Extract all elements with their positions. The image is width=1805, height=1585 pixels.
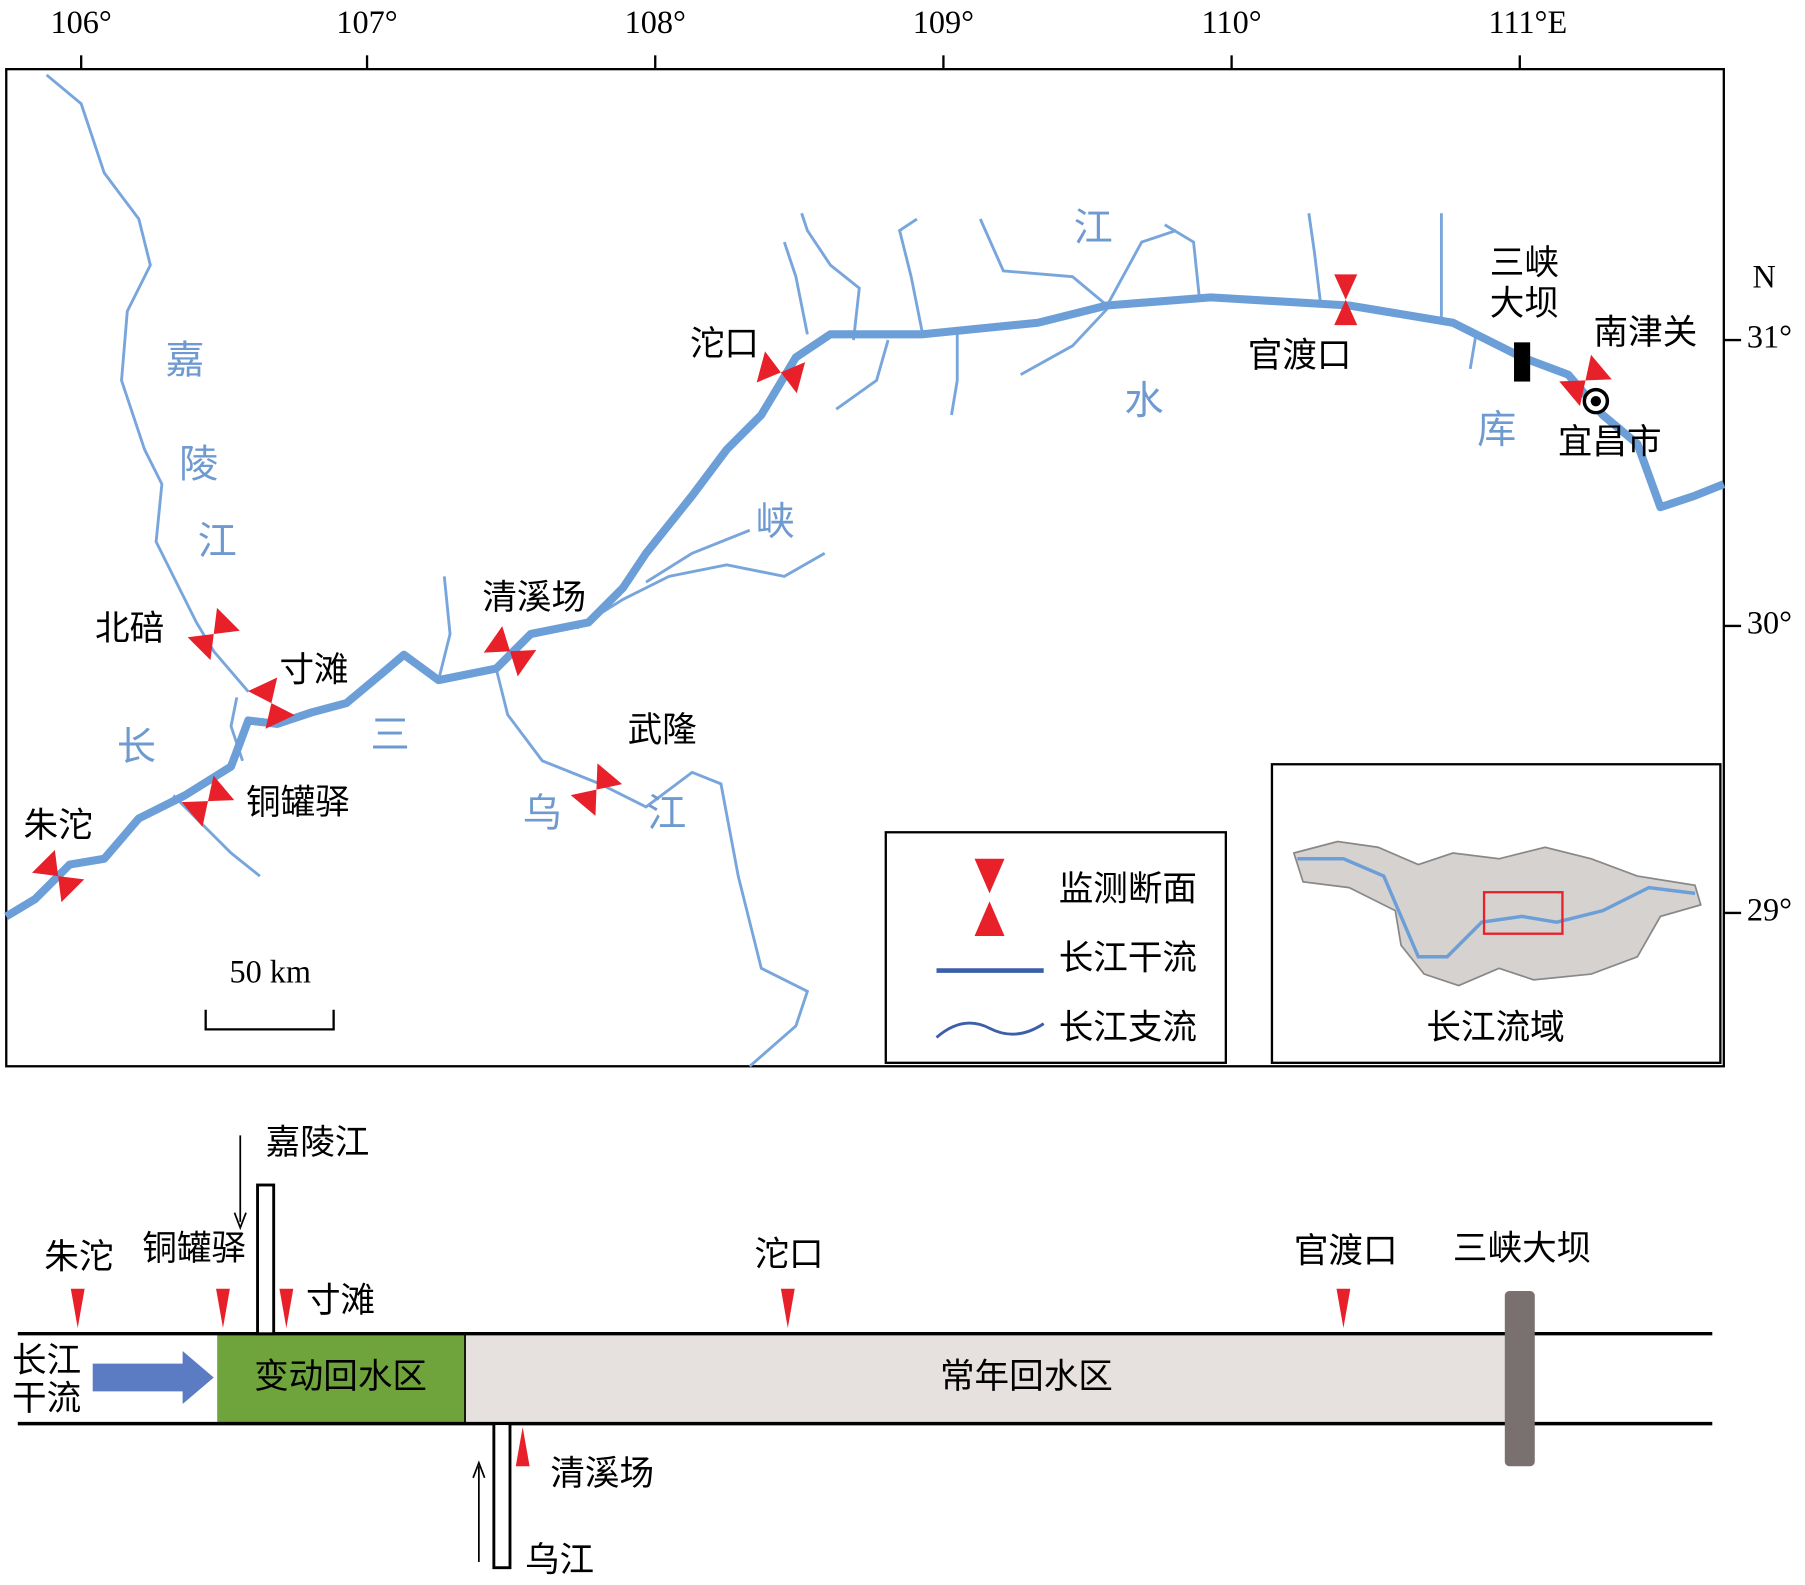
station-label: 寸滩 [279,651,348,691]
station-label: 沱口 [690,324,759,364]
station-label: 朱沱 [44,1237,113,1277]
legend-label: 长江干流 [1059,939,1197,979]
station-labels: 朱沱 铜罐驿 寸滩 北碚 清溪场 武隆 沱口 官渡口 南津关 三峡 大坝 宜昌市 [24,244,1698,847]
inflow-label: 长江 [12,1341,81,1381]
lon-label: 110° [1202,4,1262,40]
station-label: 官渡口 [1294,1232,1398,1272]
scale-bar [204,1009,335,1031]
water-label: 三 [371,713,410,758]
station-label: 官渡口 [1248,336,1352,376]
water-label: 库 [1477,408,1516,453]
inset-frame [1482,891,1564,935]
station-label: 清溪场 [550,1454,654,1494]
water-label: 陵 [179,442,218,487]
tributary-label: 乌江 [525,1540,594,1580]
lon-label: 111°E [1489,4,1568,40]
station-label: 铜罐驿 [142,1229,246,1269]
city-marker-dot [1590,395,1602,407]
variable-zone [217,1333,466,1424]
lon-label: 108° [625,4,686,40]
inflow-label: 干流 [12,1379,81,1419]
inset-river [1297,857,1696,959]
dam-bar [1504,1291,1535,1467]
inflow-arrow [92,1350,214,1405]
dam-label: 大坝 [1490,284,1559,324]
legend-symbol [935,1021,1045,1039]
water-label: 水 [1124,379,1163,424]
north-label: N [1753,259,1776,295]
dam-marker [1514,342,1531,382]
lat-label: 30° [1747,604,1792,640]
lat-label: 31° [1747,318,1792,354]
lat-label: 29° [1747,891,1792,927]
jialing-tributary [256,1183,276,1336]
water-label: 嘉 [165,339,204,384]
legend-label: 监测断面 [1059,870,1197,910]
tributary-label: 嘉陵江 [266,1123,370,1163]
wu-tributary [492,1422,512,1570]
zone-label: 常年回水区 [940,1357,1113,1397]
station-markers [32,274,1612,903]
legend-symbol [974,858,1005,937]
water-label: 江 [647,792,686,837]
flow-arrow-head [472,1460,486,1479]
station-label: 朱沱 [24,806,93,846]
water-labels: 嘉 陵 江 长 三 峡 江 水 库 乌 江 [117,206,1516,837]
permanent-zone [465,1333,1511,1424]
legend: 监测断面 长江干流 长江支流 [884,831,1227,1064]
station-label: 武隆 [628,710,697,750]
water-label: 峡 [756,500,795,545]
dam-label: 三峡 [1490,244,1559,284]
city-label: 宜昌市 [1558,422,1662,462]
inset: 长江流域 [1270,763,1722,1064]
lon-label: 106° [51,4,112,40]
inset-title: 长江流域 [1426,1008,1564,1048]
water-label: 江 [198,520,237,565]
lon-label: 107° [336,4,397,40]
water-label: 江 [1074,206,1113,251]
legend-box [884,831,1227,1064]
longitude-labels: 106° 107° 108° 109° 110° 111°E [51,4,1568,40]
legend-label: 长江支流 [1059,1008,1197,1048]
station-label: 南津关 [1594,313,1698,353]
flow-arrow-head [233,1212,247,1231]
schematic: 长江 干流 变动回水区 常年回水区 嘉陵江 乌江 朱沱 铜罐驿 寸滩 沱口 官渡… [12,1123,1713,1580]
station-label: 沱口 [754,1235,823,1275]
station-label: 北碚 [95,609,164,649]
station-label: 清溪场 [482,578,586,618]
basin [1292,840,1702,987]
lon-label: 109° [913,4,974,40]
zone-label: 变动回水区 [254,1357,427,1397]
water-label: 乌 [523,792,562,837]
water-label: 长 [117,725,156,770]
ticks [80,55,1742,915]
station-label: 铜罐驿 [246,783,350,823]
dam-label: 三峡大坝 [1453,1229,1591,1269]
scale-label: 50 km [229,954,311,990]
station-label: 寸滩 [306,1281,375,1321]
